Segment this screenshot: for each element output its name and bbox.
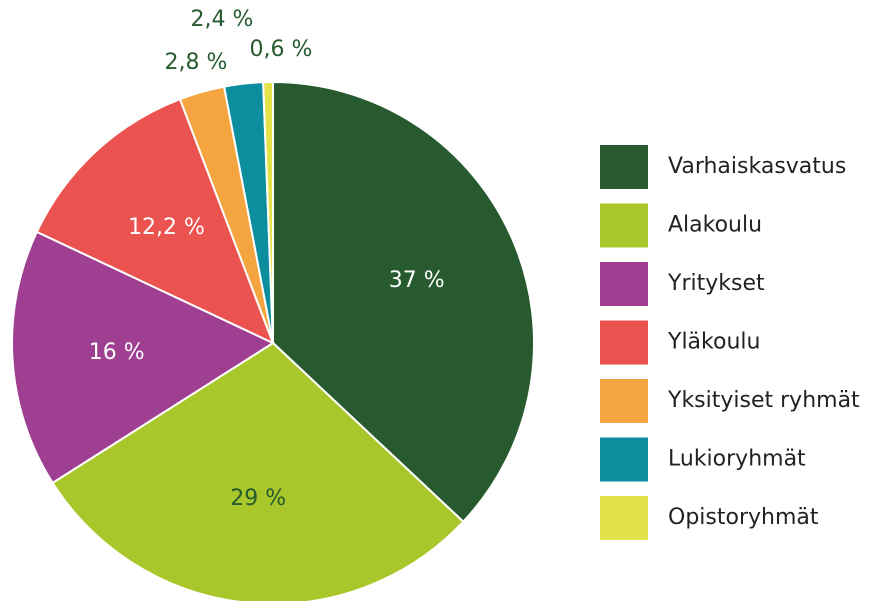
legend-swatch — [600, 203, 648, 248]
legend-swatch — [600, 496, 648, 540]
data-label: 2,4 % — [191, 7, 254, 32]
data-label: 29 % — [230, 486, 286, 511]
legend-label: Varhaiskasvatus — [668, 154, 846, 179]
legend-swatch — [600, 262, 648, 306]
pie-slice — [51, 341, 465, 601]
data-label: 0,6 % — [250, 37, 313, 62]
legend-label: Alakoulu — [668, 213, 762, 238]
pie-slice — [272, 80, 535, 524]
data-label: 12,2 % — [128, 215, 205, 240]
legend-label: Lukioryhmät — [668, 447, 806, 472]
legend-swatch — [600, 379, 648, 423]
legend-label: Yläkoulu — [667, 330, 760, 355]
legend-swatch — [600, 320, 648, 365]
pie-slice — [35, 97, 275, 345]
legend-swatch — [600, 145, 648, 189]
pie-slice — [262, 80, 274, 344]
legend-label: Yritykset — [667, 271, 765, 296]
legend-label: Yksityiset ryhmät — [667, 388, 860, 413]
data-label: 16 % — [89, 340, 145, 365]
legend-label: Opistoryhmät — [668, 505, 819, 530]
data-label: 2,8 % — [165, 50, 228, 75]
data-label: 37 % — [389, 268, 445, 293]
pie-slice — [11, 230, 276, 485]
legend-swatch — [600, 437, 648, 482]
